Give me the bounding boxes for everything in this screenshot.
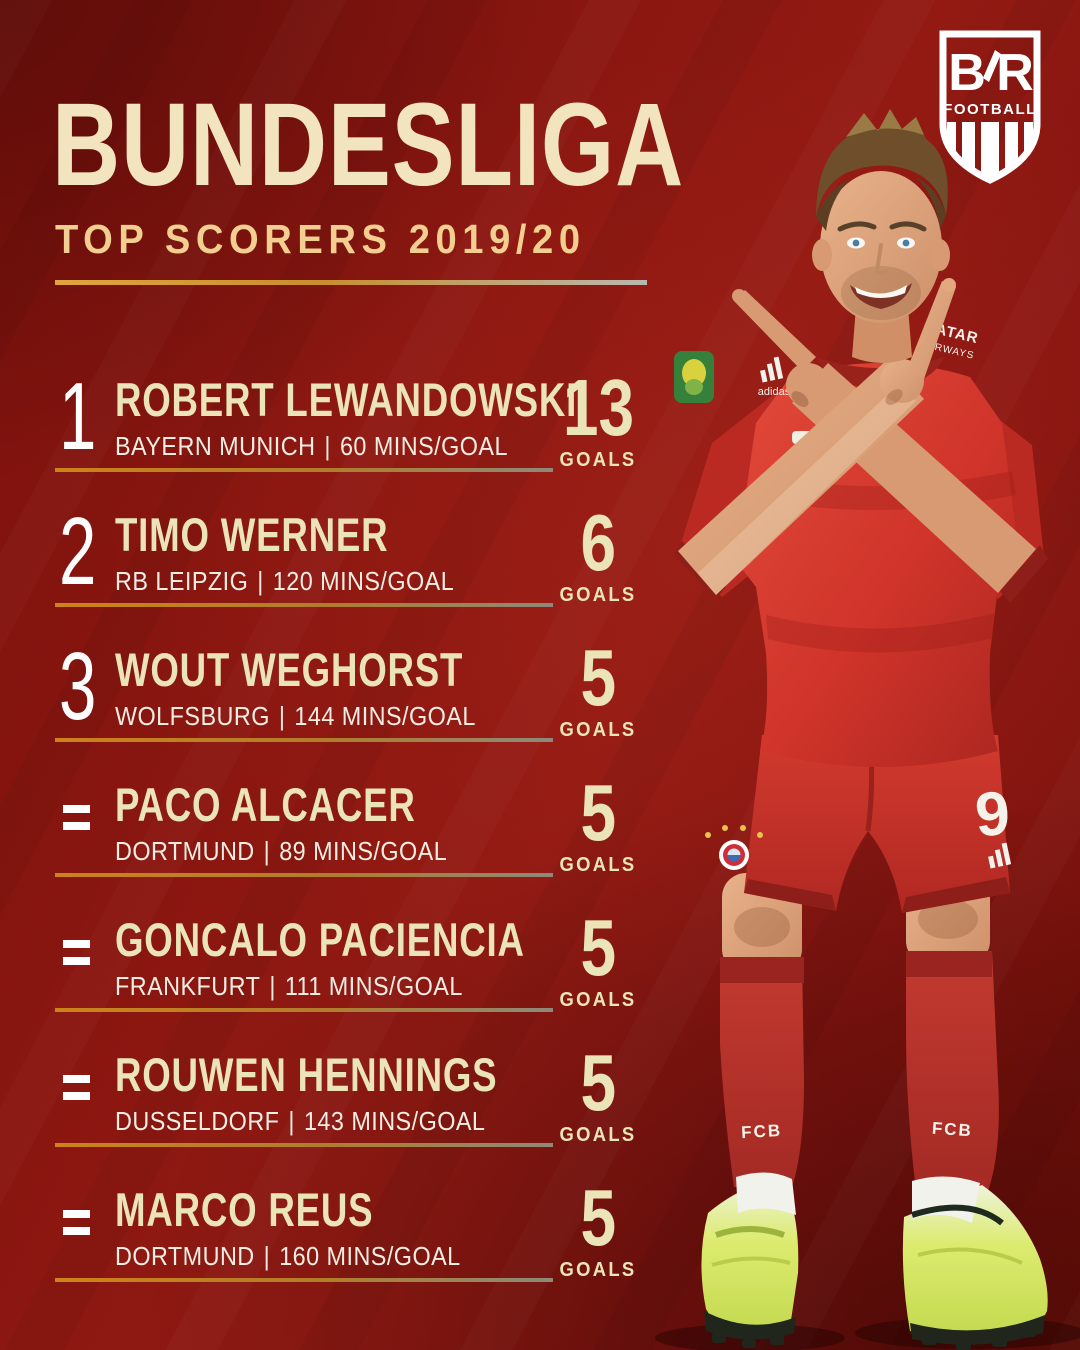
logo-word: FOOTBALL — [943, 101, 1037, 118]
goals-block: 13 GOALS — [548, 363, 648, 472]
scorer-row: GONCALO PACIENCIA FRANKFURT | 111 MINS/GOA… — [55, 908, 648, 1043]
goals-block: 5 GOALS — [548, 768, 648, 877]
scorers-list: 1 ROBERT LEWANDOWSKI BAYERN MUNICH | 60 MI… — [55, 368, 648, 1313]
scorer-row: 2 TIMO WERNER RB LEIPZIG | 120 MINS/GOAL 6… — [55, 503, 648, 638]
rank-equal-icon — [63, 1075, 90, 1100]
player-name: MARCO REUS — [115, 1183, 374, 1236]
goals-block: 5 GOALS — [548, 1038, 648, 1147]
row-divider — [55, 1278, 553, 1282]
player-name: TIMO WERNER — [115, 508, 389, 561]
mins-per-goal: 60 MINS/GOAL — [339, 431, 508, 461]
goals-label: GOALS — [559, 1259, 637, 1281]
player-subline: DORTMUND | 160 MINS/GOAL — [115, 1242, 461, 1271]
rank: 2 — [59, 498, 97, 605]
team: DORTMUND — [115, 1241, 255, 1271]
row-divider — [55, 603, 553, 607]
adidas-logo: adidas — [758, 356, 791, 398]
stat-divider: | — [324, 431, 331, 461]
row-divider — [55, 873, 553, 877]
sock-fcb-text: FCB — [741, 1121, 783, 1142]
mins-per-goal: 143 MINS/GOAL — [303, 1106, 486, 1136]
logo-stripes — [947, 122, 1033, 180]
player-head — [812, 109, 950, 363]
player-shorts: 9 — [705, 735, 1012, 913]
goals-label: GOALS — [559, 854, 637, 876]
team: BAYERN MUNICH — [115, 431, 316, 461]
player-arms — [678, 278, 1036, 595]
player-name: ROBERT LEWANDOWSKI — [115, 373, 578, 426]
goals-number: 13 — [562, 363, 634, 452]
page-subtitle: TOP SCORERS 2019/20 — [55, 216, 586, 262]
stat-divider: | — [257, 566, 264, 596]
stat-divider: | — [263, 836, 271, 866]
player-subline: DORTMUND | 89 MINS/GOAL — [115, 837, 447, 866]
rank-equal-icon — [63, 940, 90, 965]
mins-per-goal: 160 MINS/GOAL — [279, 1241, 461, 1271]
stat-divider: | — [288, 1106, 295, 1136]
team: FRANKFURT — [115, 971, 261, 1001]
mins-per-goal: 120 MINS/GOAL — [272, 566, 455, 596]
goals-block: 6 GOALS — [548, 498, 648, 607]
goals-label: GOALS — [559, 1124, 637, 1146]
logo-letter-b: B — [948, 44, 986, 102]
stat-divider: | — [269, 971, 276, 1001]
goals-label: GOALS — [559, 989, 637, 1011]
br-football-logo: B R FOOTBALL — [939, 30, 1041, 184]
mins-per-goal: 111 MINS/GOAL — [284, 971, 463, 1001]
row-divider — [55, 738, 553, 742]
player-name: GONCALO PACIENCIA — [115, 913, 525, 966]
shorts-number: 9 — [973, 779, 1012, 850]
page-title: BUNDESLIGA — [52, 79, 685, 211]
goals-label: GOALS — [559, 584, 637, 606]
player-right-leg: FCB — [902, 867, 1048, 1350]
team: WOLFSBURG — [115, 701, 270, 731]
player-name: PACO ALCACER — [115, 778, 416, 831]
row-divider — [55, 468, 553, 472]
goals-block: 5 GOALS — [548, 633, 648, 742]
player-subline: DUSSELDORF | 143 MINS/GOAL — [115, 1107, 485, 1136]
scorer-row: 1 ROBERT LEWANDOWSKI BAYERN MUNICH | 60 MI… — [55, 368, 648, 503]
goals-label: GOALS — [559, 719, 637, 741]
goals-number: 5 — [580, 633, 616, 722]
scorer-row: 3 WOUT WEGHORST WOLFSBURG | 144 MINS/GOAL … — [55, 638, 648, 773]
player-subline: RB LEIPZIG | 120 MINS/GOAL — [115, 567, 454, 596]
sock-fcb-text: FCB — [931, 1119, 973, 1141]
stat-divider: | — [278, 701, 286, 731]
team: DORTMUND — [115, 836, 255, 866]
scorer-row: ROUWEN HENNINGS DUSSELDORF | 143 MINS/GOAL… — [55, 1043, 648, 1178]
goals-label: GOALS — [559, 449, 637, 471]
player-name: ROUWEN HENNINGS — [115, 1048, 498, 1101]
team: DUSSELDORF — [115, 1106, 280, 1136]
goals-block: 5 GOALS — [548, 1173, 648, 1282]
goals-number: 5 — [580, 1038, 616, 1127]
player-subline: WOLFSBURG | 144 MINS/GOAL — [115, 702, 476, 731]
rank-equal-icon — [63, 1210, 90, 1235]
team: RB LEIPZIG — [115, 566, 249, 596]
mins-per-goal: 89 MINS/GOAL — [279, 836, 448, 866]
stat-divider: | — [263, 1241, 271, 1271]
rank-equal-icon — [63, 805, 90, 830]
logo-letter-r: R — [996, 44, 1034, 102]
player-left-leg: FCB — [701, 873, 804, 1348]
goals-number: 5 — [580, 768, 616, 857]
scorer-row: MARCO REUS DORTMUND | 160 MINS/GOAL 5 GOAL… — [55, 1178, 648, 1313]
goals-number: 5 — [580, 903, 616, 992]
mins-per-goal: 144 MINS/GOAL — [294, 701, 476, 731]
row-divider — [55, 1143, 553, 1147]
scorer-row: PACO ALCACER DORTMUND | 89 MINS/GOAL 5 GOA… — [55, 773, 648, 908]
logo-slash — [983, 50, 1001, 82]
player-subline: BAYERN MUNICH | 60 MINS/GOAL — [115, 432, 508, 461]
rank: 3 — [59, 633, 97, 740]
goals-number: 5 — [580, 1173, 616, 1262]
adidas-wordmark: adidas — [758, 386, 791, 398]
player-name: WOUT WEGHORST — [115, 643, 464, 696]
rank: 1 — [59, 363, 97, 470]
goals-number: 6 — [580, 498, 616, 587]
row-divider — [55, 1008, 553, 1012]
title-divider — [55, 280, 647, 285]
player-photo: FCB FCB — [655, 109, 1080, 1350]
player-subline: FRANKFURT | 111 MINS/GOAL — [115, 972, 463, 1001]
goals-block: 5 GOALS — [548, 903, 648, 1012]
